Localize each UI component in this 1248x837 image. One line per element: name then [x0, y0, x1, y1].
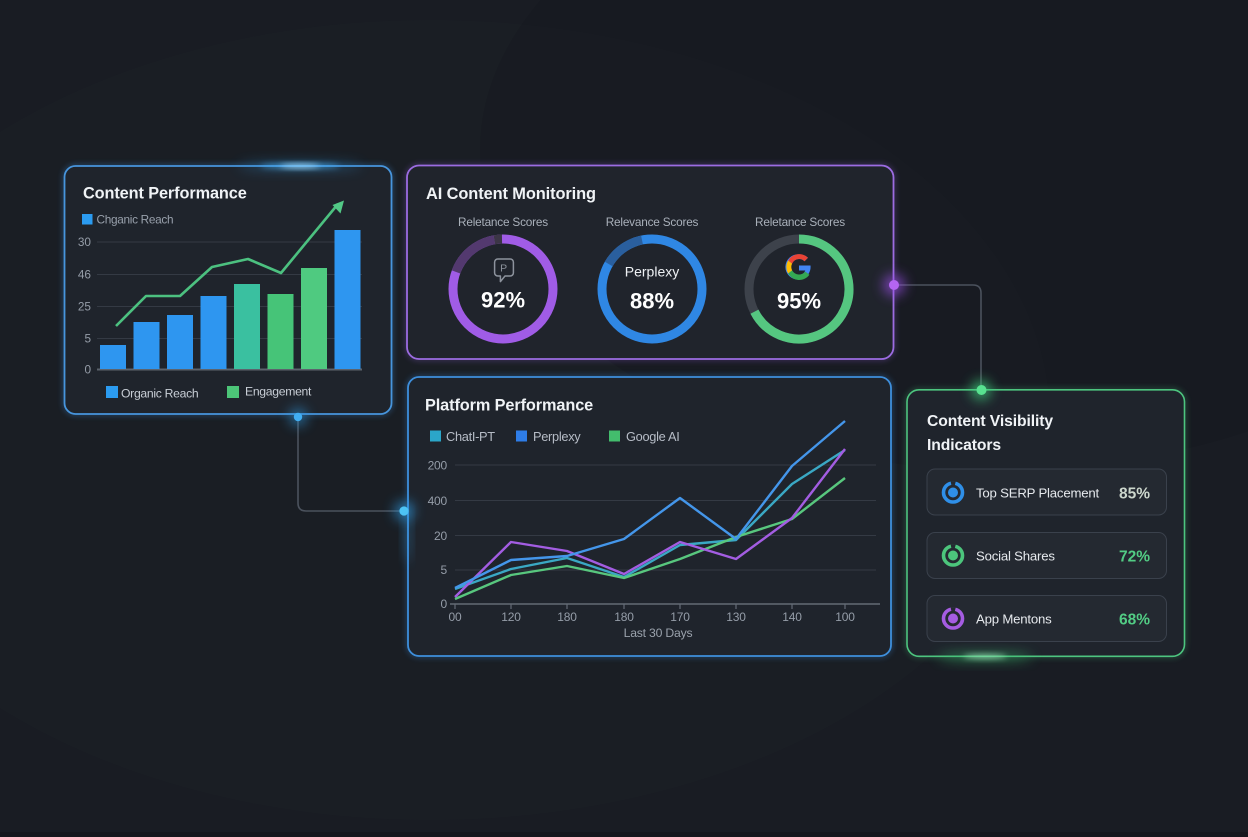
svg-text:ChatI-PT: ChatI-PT	[446, 429, 495, 444]
svg-text:72%: 72%	[1119, 549, 1150, 566]
svg-text:170: 170	[670, 610, 690, 624]
svg-text:Reletance Scores: Reletance Scores	[458, 215, 548, 229]
svg-text:180: 180	[614, 610, 634, 624]
svg-text:0: 0	[441, 597, 448, 611]
svg-text:88%: 88%	[630, 289, 674, 314]
svg-text:P: P	[500, 263, 507, 275]
svg-text:46: 46	[78, 268, 92, 282]
svg-text:20: 20	[434, 529, 447, 543]
svg-text:5: 5	[84, 332, 91, 346]
svg-text:180: 180	[557, 610, 577, 624]
svg-text:400: 400	[428, 494, 448, 508]
svg-text:Reletance Scores: Reletance Scores	[755, 215, 845, 229]
svg-text:Social Shares: Social Shares	[976, 549, 1055, 564]
svg-text:App Mentons: App Mentons	[976, 612, 1052, 627]
svg-text:95%: 95%	[777, 289, 821, 314]
svg-text:200: 200	[428, 459, 448, 473]
svg-text:Content Performance: Content Performance	[83, 185, 247, 203]
svg-text:Platform Performance: Platform Performance	[425, 397, 593, 415]
svg-text:AI Content Monitoring: AI Content Monitoring	[426, 185, 596, 203]
svg-text:Top SERP Placement: Top SERP Placement	[976, 486, 1100, 501]
svg-text:Organic Reach: Organic Reach	[121, 387, 198, 401]
svg-text:130: 130	[726, 610, 746, 624]
svg-text:Chganic Reach: Chganic Reach	[97, 213, 174, 227]
svg-text:Relevance Scores: Relevance Scores	[606, 215, 699, 229]
svg-text:5: 5	[441, 563, 448, 577]
svg-text:0: 0	[84, 363, 91, 377]
svg-text:Last 30 Days: Last 30 Days	[624, 626, 693, 640]
svg-text:25: 25	[78, 300, 92, 314]
svg-text:100: 100	[835, 610, 855, 624]
svg-text:30: 30	[78, 235, 92, 249]
svg-text:92%: 92%	[481, 288, 525, 313]
svg-text:Content Visibility: Content Visibility	[927, 413, 1053, 430]
svg-text:140: 140	[782, 610, 802, 624]
svg-text:Engagement: Engagement	[245, 385, 312, 399]
svg-text:Google AI: Google AI	[626, 429, 680, 444]
svg-text:120: 120	[501, 610, 521, 624]
svg-text:68%: 68%	[1119, 612, 1150, 629]
svg-text:00: 00	[449, 610, 462, 624]
svg-text:85%: 85%	[1119, 486, 1150, 503]
svg-text:Indicators: Indicators	[927, 437, 1001, 454]
svg-text:Perplexy: Perplexy	[533, 429, 581, 444]
svg-text:Perplexy: Perplexy	[625, 264, 679, 280]
